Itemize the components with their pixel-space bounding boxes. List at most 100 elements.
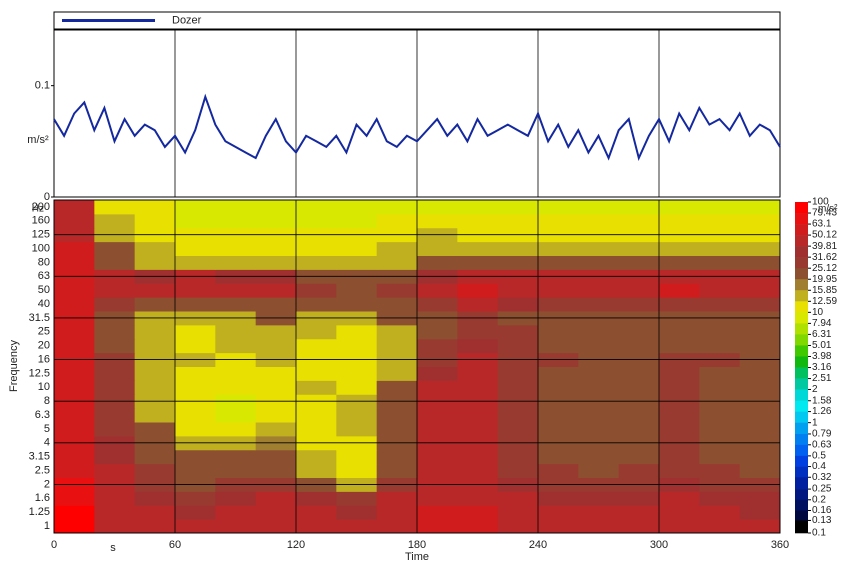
colorbar-segment [795, 345, 808, 357]
heat-cell [578, 463, 620, 478]
heat-cell [134, 213, 176, 229]
heat-cell [578, 338, 620, 354]
heat-cell [255, 505, 297, 520]
heat-cell [134, 200, 176, 215]
heat-cell [94, 408, 136, 423]
heat-cell [417, 422, 458, 437]
heat-cell [255, 366, 297, 381]
colorbar-segment [795, 202, 808, 214]
heat-cell [215, 422, 257, 437]
y-tick-label: 4 [44, 437, 50, 449]
heat-cell [255, 200, 297, 215]
heat-cell [659, 200, 700, 215]
heat-cell [578, 491, 620, 506]
heat-cell [618, 213, 660, 229]
heat-cell [134, 241, 176, 256]
y-tick-label: 12.5 [29, 367, 50, 379]
heat-cell [578, 449, 620, 465]
colorbar-label: 0.1 [812, 528, 826, 539]
y-tick-label: 50 [38, 284, 50, 296]
heat-cell [94, 519, 136, 534]
heat-cell [739, 283, 781, 298]
heat-cell [255, 213, 297, 229]
heat-cell [376, 380, 418, 395]
heat-cell [54, 213, 95, 229]
heat-cell [175, 283, 216, 298]
heat-cell [659, 519, 700, 534]
heat-cell [296, 366, 337, 381]
heat-cell [296, 491, 337, 506]
heat-cell [376, 449, 418, 465]
x-tick-label: 180 [408, 539, 426, 551]
heat-cell [336, 283, 378, 298]
heat-cell [497, 283, 539, 298]
heat-cell [618, 408, 660, 423]
heat-cell [659, 408, 700, 423]
heat-cell [538, 255, 579, 270]
heat-cell [134, 283, 176, 298]
heat-cell [739, 338, 781, 354]
heat-cell [255, 380, 297, 395]
heat-cell [175, 505, 216, 520]
colorbar-label: 31.62 [812, 252, 837, 263]
heat-cell [376, 200, 418, 215]
x-tick-label: 360 [771, 539, 789, 551]
heat-cell [134, 255, 176, 270]
heat-cell [457, 297, 499, 312]
heat-cell [215, 213, 257, 229]
heat-cell [699, 519, 741, 534]
heat-cell [215, 241, 257, 256]
y-tick-label: 6.3 [35, 409, 50, 421]
heat-cell [134, 463, 176, 478]
heat-cell [94, 366, 136, 381]
heat-cell [699, 366, 741, 381]
heat-cell [739, 213, 781, 229]
heat-cell [376, 324, 418, 340]
heat-cell [618, 422, 660, 437]
y-tick-label: 63 [38, 270, 50, 282]
heat-cell [376, 491, 418, 506]
heat-cell [457, 422, 499, 437]
heat-cell [739, 241, 781, 256]
heat-cell [739, 324, 781, 340]
y-tick-label: 40 [38, 298, 50, 310]
heat-cell [134, 491, 176, 506]
colorbar-label: 10 [812, 307, 824, 318]
heat-cell [417, 241, 458, 256]
colorbar-segment [795, 268, 808, 280]
heat-cell [497, 463, 539, 478]
heat-cell [699, 200, 741, 215]
colorbar-segment [795, 356, 808, 368]
heat-cell [296, 519, 337, 534]
colorbar-segment [795, 489, 808, 501]
heat-cell [336, 366, 378, 381]
heat-cell [336, 297, 378, 312]
heat-cell [417, 297, 458, 312]
heat-cell [175, 449, 216, 465]
heat-cell [336, 463, 378, 478]
heat-cell [94, 449, 136, 465]
heat-cell [215, 505, 257, 520]
colorbar-segment [795, 257, 808, 269]
heat-cell [376, 366, 418, 381]
heat-cell [457, 324, 499, 340]
colorbar-label: 100 [812, 197, 829, 208]
colorbar-segment [795, 510, 808, 521]
y-tick-label: 10 [38, 381, 50, 393]
heat-cell [417, 491, 458, 506]
heat-cell [578, 366, 620, 381]
heat-cell [296, 324, 337, 340]
heat-cell [618, 338, 660, 354]
heat-cell [457, 463, 499, 478]
heat-cell [94, 255, 136, 270]
colorbar-segment [795, 378, 808, 390]
heat-cell [215, 283, 257, 298]
colorbar-segment [795, 279, 808, 291]
heat-cell [54, 463, 95, 478]
heat-cell [659, 422, 700, 437]
heat-cell [336, 255, 378, 270]
heat-cell [417, 283, 458, 298]
heat-cell [417, 449, 458, 465]
heat-cell [538, 283, 579, 298]
heat-cell [659, 449, 700, 465]
